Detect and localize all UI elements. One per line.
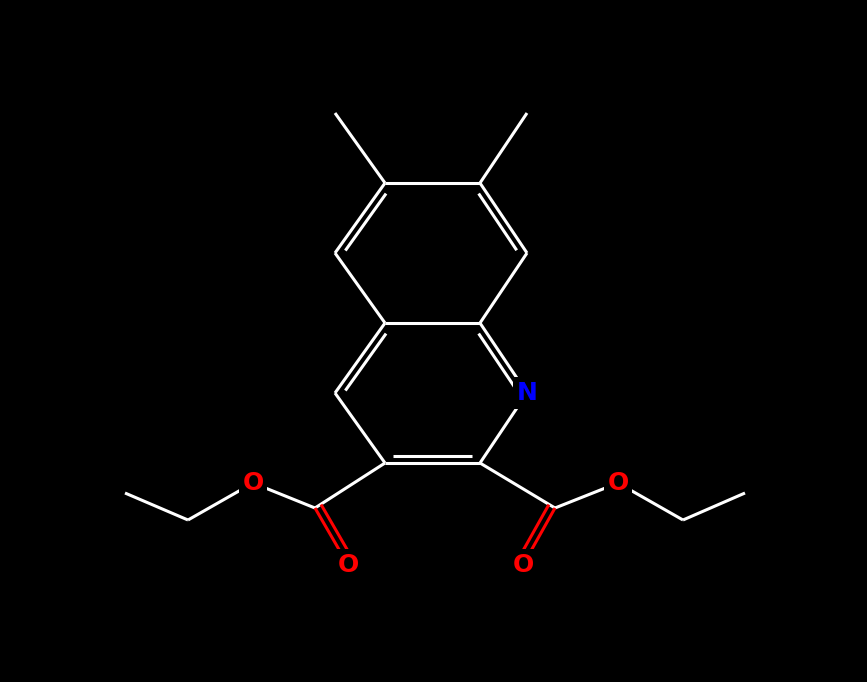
Text: N: N: [517, 381, 538, 405]
Text: O: O: [608, 471, 629, 495]
Text: O: O: [337, 553, 359, 577]
Text: O: O: [243, 471, 264, 495]
Text: O: O: [512, 553, 533, 577]
